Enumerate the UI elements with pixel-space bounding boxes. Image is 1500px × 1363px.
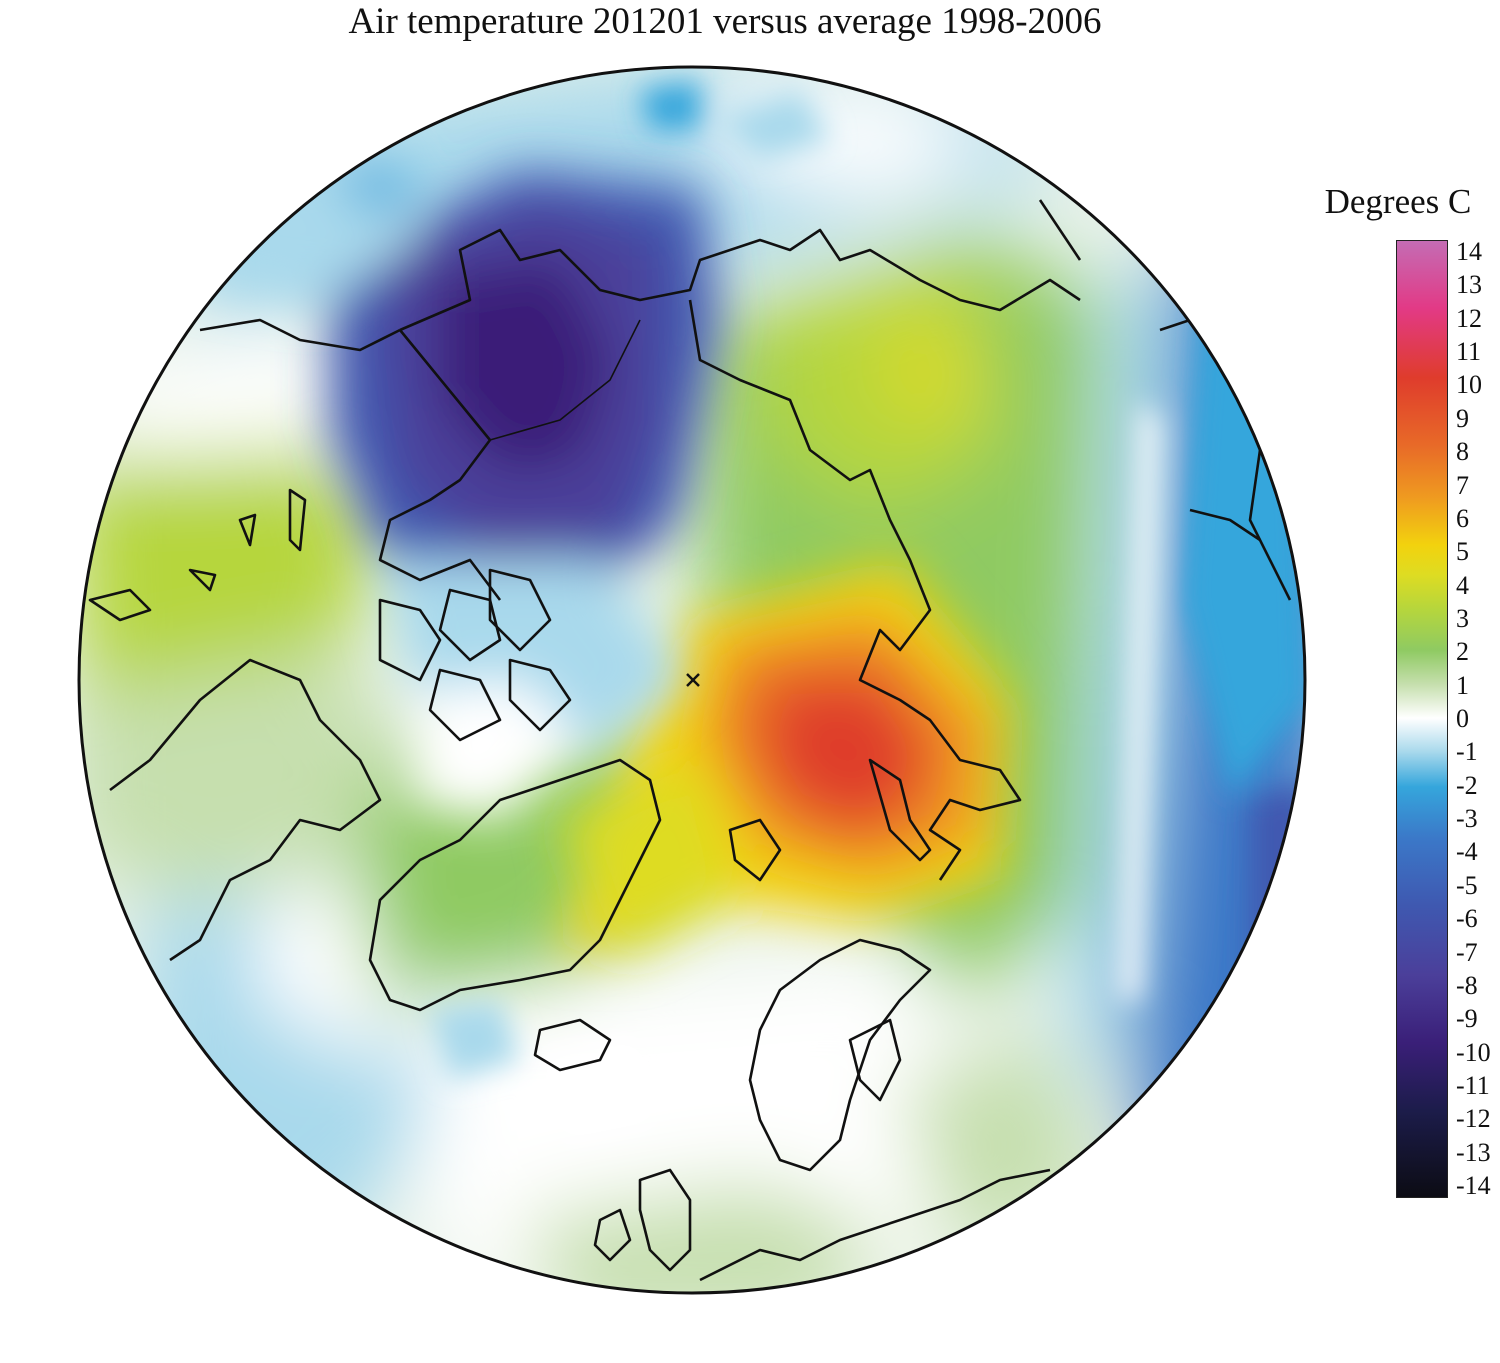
colorbar-tick-label: -5 — [1456, 870, 1478, 900]
map-boundary-circle — [77, 65, 1307, 1295]
colorbar-tick-label: -6 — [1456, 904, 1478, 934]
colorbar-tick-label: -3 — [1456, 804, 1478, 834]
colorbar-tick-label: 11 — [1456, 337, 1482, 367]
colorbar-tick-label: 4 — [1456, 570, 1469, 600]
colorbar-tick-label: 6 — [1456, 503, 1469, 533]
colorbar-tick-label: -1 — [1456, 737, 1478, 767]
colorbar-tick-label: -13 — [1456, 1137, 1491, 1167]
colorbar-tick-label: 7 — [1456, 470, 1469, 500]
polar-map — [77, 65, 1307, 1295]
colorbar-tick-label: -7 — [1456, 937, 1478, 967]
colorbar-tick-label: -4 — [1456, 837, 1478, 867]
north-pole-marker — [686, 673, 700, 687]
colorbar-tick-label: 5 — [1456, 537, 1469, 567]
colorbar-tick-label: -2 — [1456, 770, 1478, 800]
colorbar-tick-label: 13 — [1456, 270, 1482, 300]
colorbar-tick-label: -12 — [1456, 1104, 1491, 1134]
colorbar-tick-label: 9 — [1456, 403, 1469, 433]
colorbar-tick-label: 0 — [1456, 704, 1469, 733]
page-title: Air temperature 201201 versus average 19… — [348, 1, 1102, 42]
colorbar-tick-label: -8 — [1456, 970, 1478, 1000]
colorbar-tick-label: 14 — [1456, 237, 1482, 266]
legend-title: Degrees C — [1324, 182, 1472, 221]
colorbar — [1396, 240, 1448, 1198]
colorbar-tick-label: 8 — [1456, 437, 1469, 467]
colorbar-tick-label: 3 — [1456, 603, 1469, 633]
colorbar-tick-label: -14 — [1456, 1171, 1491, 1200]
coastlines — [88, 199, 1292, 1282]
colorbar-tick-label: 2 — [1456, 637, 1469, 667]
colorbar-tick-label: -10 — [1456, 1037, 1491, 1067]
colorbar-tick-label: 10 — [1456, 370, 1482, 400]
colorbar-tick-label: -11 — [1456, 1070, 1490, 1100]
colorbar-tick-label: 12 — [1456, 303, 1482, 333]
colorbar-tick-label: -9 — [1456, 1004, 1478, 1034]
colorbar-tick-label: 1 — [1456, 670, 1469, 700]
temperature-anomaly-field — [79, 67, 1305, 1293]
